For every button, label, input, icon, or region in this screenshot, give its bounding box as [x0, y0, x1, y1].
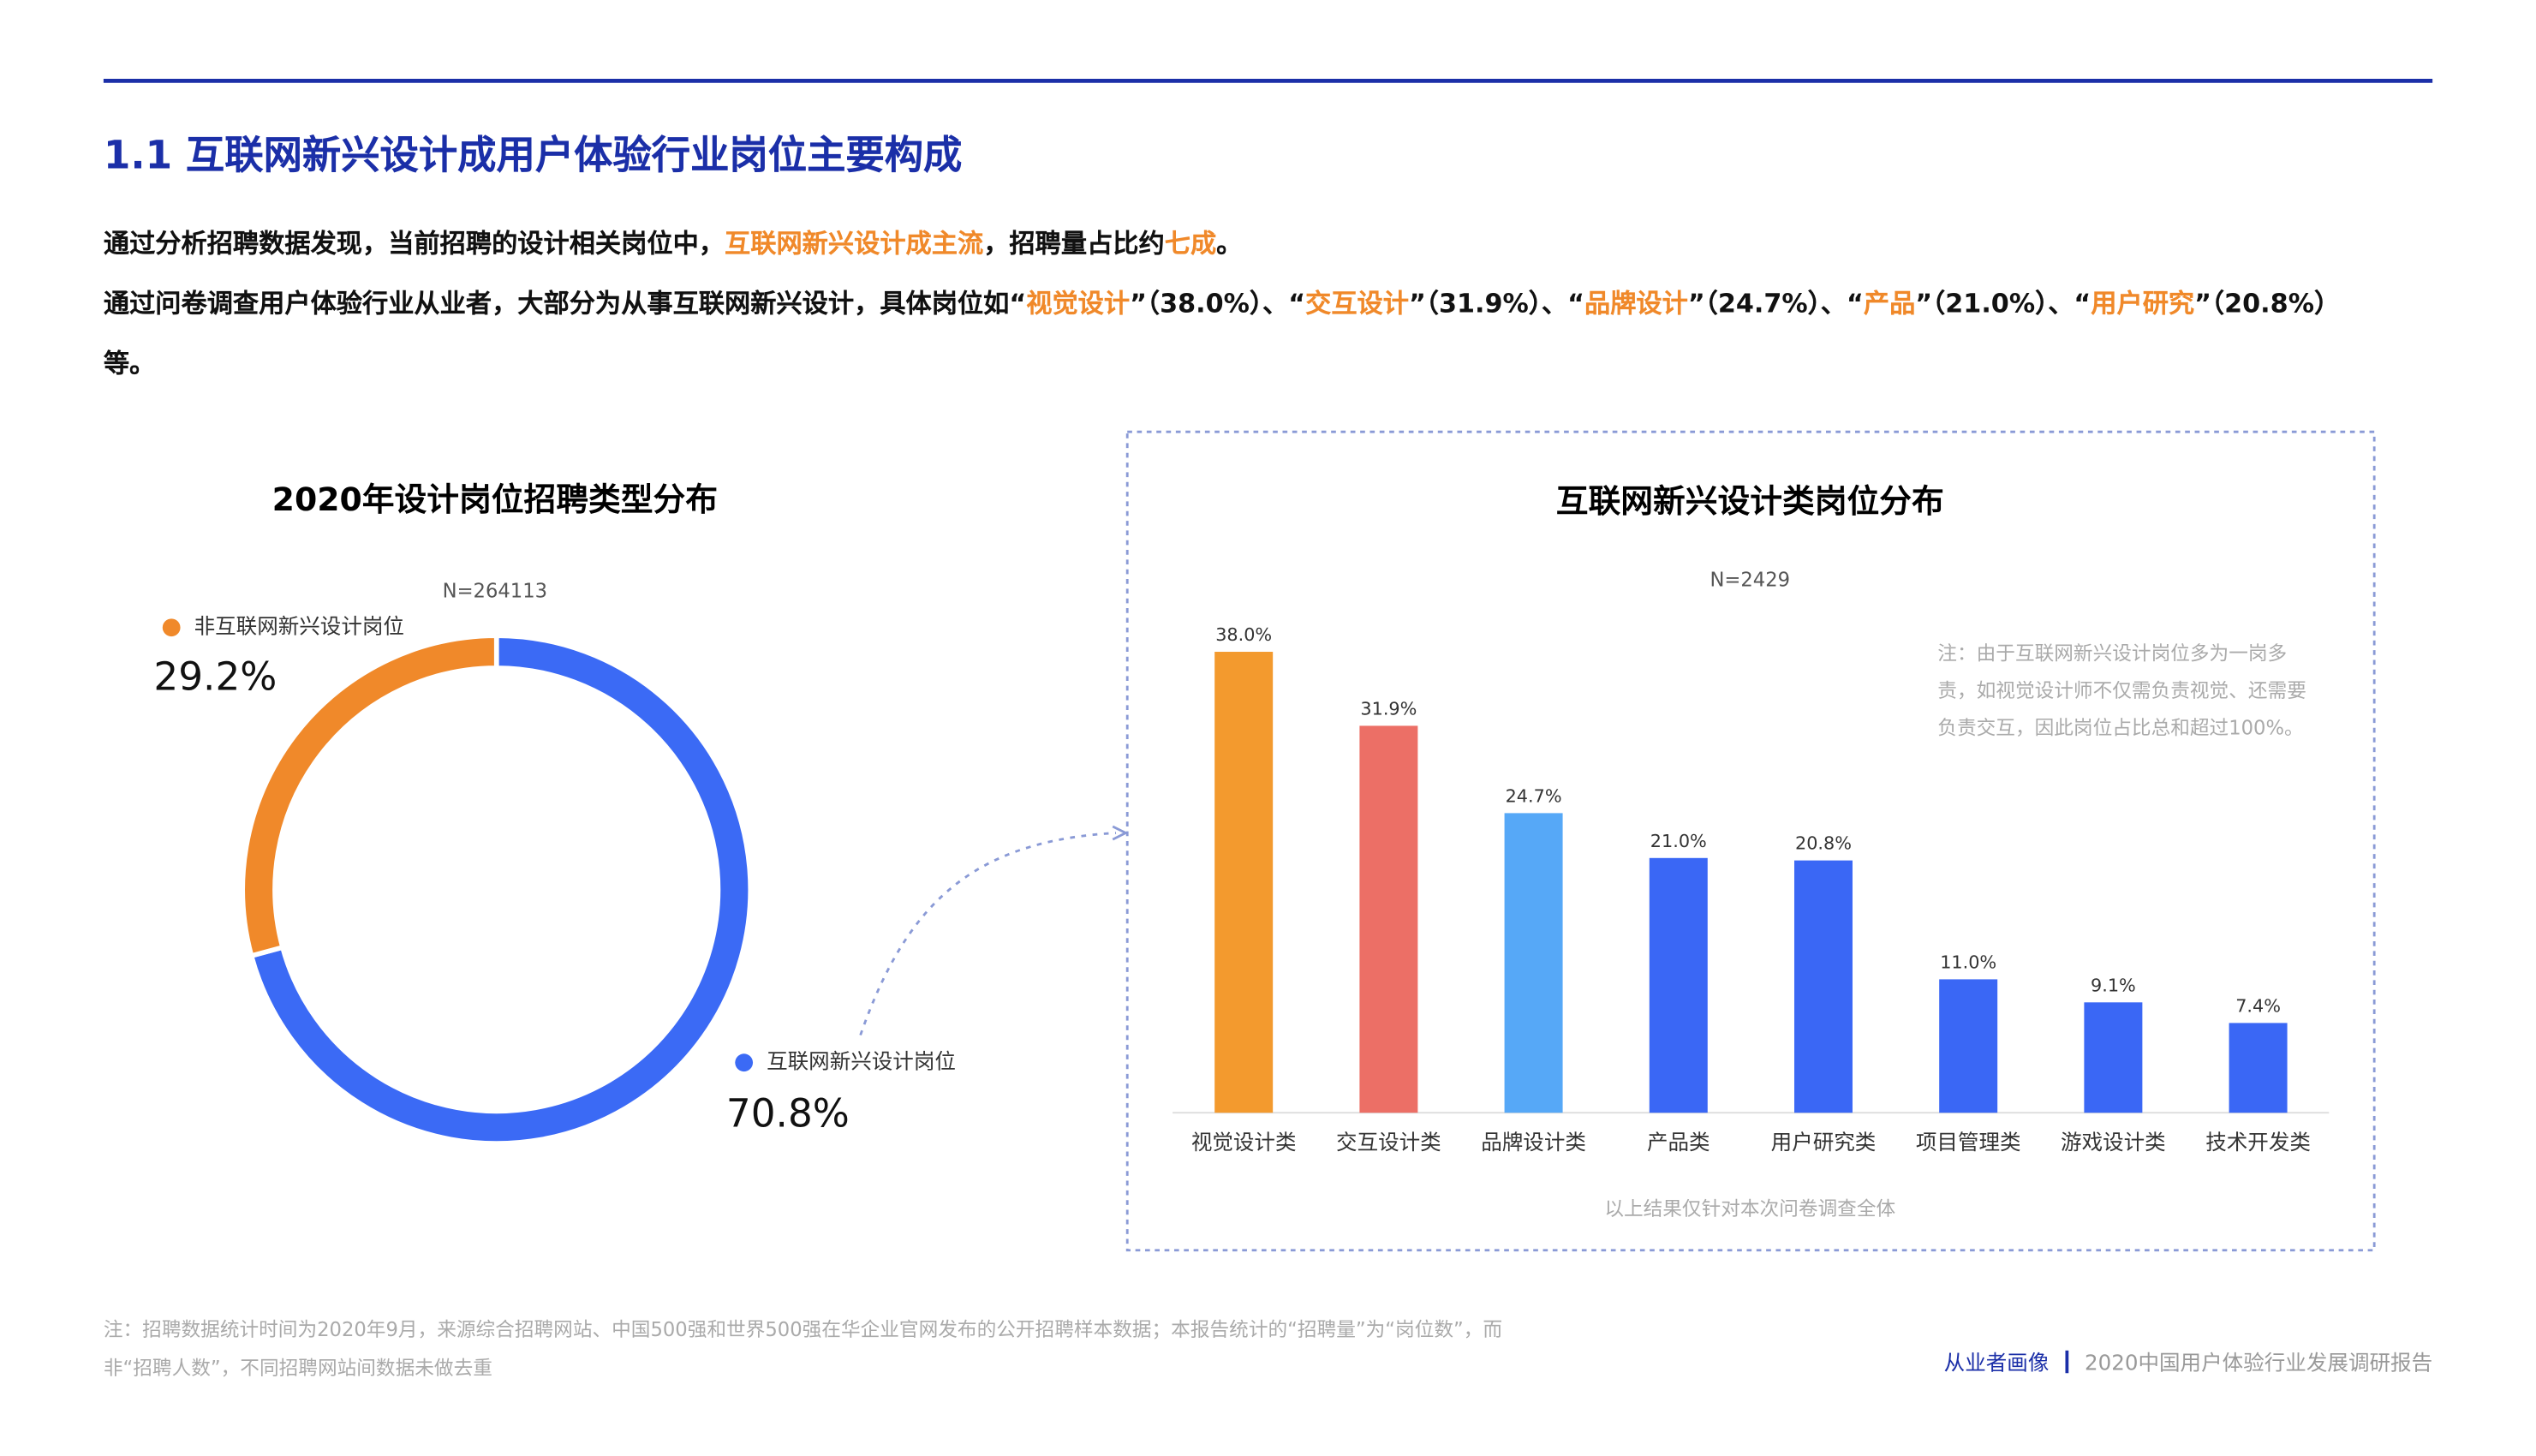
connector: [859, 832, 1117, 1036]
chart-title: 2020年设计岗位招聘类型分布: [272, 480, 718, 518]
text: ”（31.9%）、“: [1409, 288, 1584, 319]
bar: [1793, 860, 1853, 1113]
value-label: 11.0%: [1940, 952, 1996, 973]
highlight: 视觉设计: [1026, 288, 1131, 319]
x-tick-label: 视觉设计类: [1191, 1130, 1297, 1155]
paragraph: 通过问卷调查用户体验行业从业者，大部分为从事互联网新兴设计，具体岗位如“视觉设计…: [104, 273, 2336, 393]
intro: 通过分析招聘数据发现，当前招聘的设计相关岗位中，互联网新兴设计成主流，招聘量占比…: [104, 213, 2336, 393]
chart-subtitle: N=2429: [1710, 569, 1790, 591]
value-label: 70.8%: [726, 1090, 850, 1136]
highlight: 七成: [1164, 228, 1217, 260]
pie-slice: [240, 633, 499, 959]
bar: [1939, 979, 1998, 1113]
footer-report: 2020中国用户体验行业发展调研报告: [2084, 1352, 2433, 1377]
bar: [1359, 725, 1418, 1113]
bar: [1214, 652, 1274, 1113]
highlight: 产品: [1863, 288, 1916, 319]
value-label: 29.2%: [153, 654, 277, 700]
legend-label: 互联网新兴设计岗位: [767, 1049, 956, 1074]
x-tick-label: 技术开发类: [2205, 1130, 2311, 1155]
text: ”（20.8%）等。: [103, 288, 2328, 379]
value-label: 20.8%: [1795, 833, 1852, 854]
footer: 从业者画像 2020中国用户体验行业发展调研报告: [1943, 1346, 2433, 1377]
text: 通过问卷调查用户体验行业从业者，大部分为从事互联网新兴设计，具体岗位如“: [103, 288, 1027, 319]
paragraph: 通过分析招聘数据发现，当前招聘的设计相关岗位中，互联网新兴设计成主流，招聘量占比…: [104, 213, 2336, 273]
highlight: 用户研究: [2091, 288, 2195, 319]
value-label: 31.9%: [1360, 699, 1417, 719]
chart-frame: [1125, 430, 2376, 1252]
pie-slice: [248, 633, 753, 1146]
text: ”（24.7%）、“: [1687, 288, 1864, 319]
text: ，招聘量占比约: [983, 228, 1165, 260]
bar: [1649, 857, 1708, 1113]
x-tick-label: 游戏设计类: [2061, 1130, 2166, 1155]
text: ”（21.0%）、“: [1915, 288, 2091, 319]
value-label: 21.0%: [1650, 831, 1707, 851]
bar: [1504, 813, 1563, 1113]
bar: [2229, 1023, 2288, 1113]
legend-dot: [162, 618, 181, 637]
connector-arrow: [1112, 825, 1129, 841]
footnote: 注：招聘数据统计时间为2020年9月，来源综合招聘网站、中国500强和世界500…: [103, 1318, 1503, 1380]
x-tick-label: 用户研究类: [1771, 1130, 1877, 1155]
chart-title: 互联网新兴设计类岗位分布: [1556, 482, 1944, 520]
x-tick-label: 项目管理类: [1916, 1130, 2021, 1155]
text: 。: [1216, 228, 1243, 260]
x-tick-label: 交互设计类: [1336, 1130, 1441, 1155]
annotation-box: 注：由于互联网新兴设计岗位多为一岗多责，如视觉设计师不仅需负责视觉、还需要负责交…: [1937, 641, 2306, 739]
chart-subtitle: N=264113: [443, 581, 547, 603]
x-tick-label: 品牌设计类: [1481, 1130, 1586, 1155]
section-title: 1.1 互联网新兴设计成用户体验行业岗位主要构成: [103, 132, 963, 178]
x-tick-label: 产品类: [1647, 1130, 1710, 1155]
caption: 以上结果仅针对本次问卷调查全体: [1604, 1198, 1895, 1220]
highlight: 交互设计: [1305, 288, 1410, 319]
value-label: 24.7%: [1506, 786, 1562, 807]
legend-label: 非互联网新兴设计岗位: [194, 614, 404, 639]
highlight: 互联网新兴设计成主流: [725, 228, 984, 260]
legend-dot: [735, 1053, 754, 1072]
annotation: 注：由于互联网新兴设计岗位多为一岗多责，如视觉设计师不仅需负责视觉、还需要负责交…: [1937, 641, 2306, 739]
highlight: 品牌设计: [1584, 288, 1688, 319]
separator: [2065, 1350, 2069, 1374]
value-label: 38.0%: [1215, 624, 1272, 645]
footer-section: 从业者画像: [1943, 1352, 2050, 1377]
text: 通过分析招聘数据发现，当前招聘的设计相关岗位中，: [103, 228, 725, 260]
bar: [2084, 1002, 2143, 1113]
text: ”（38.0%）、“: [1130, 288, 1306, 319]
value-label: 9.1%: [2091, 975, 2136, 995]
value-label: 7.4%: [2235, 996, 2281, 1017]
